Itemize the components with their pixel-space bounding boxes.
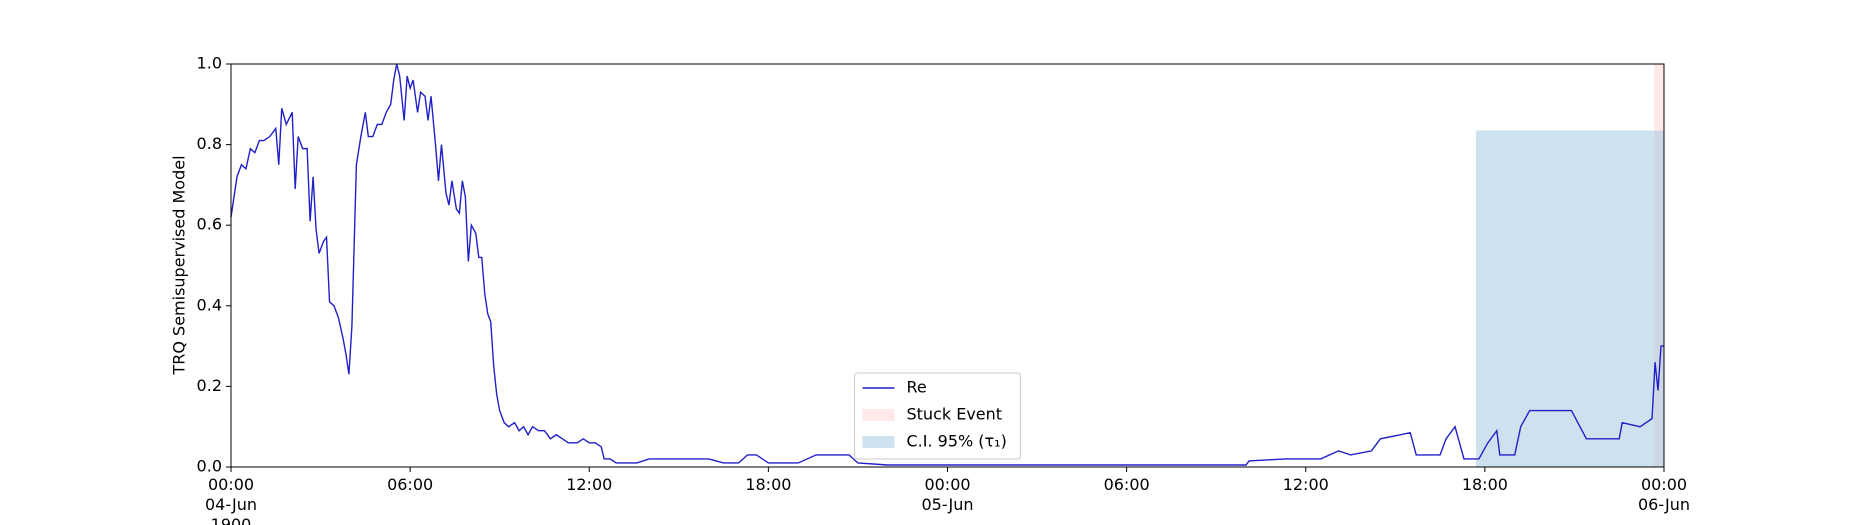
legend-swatch	[862, 436, 895, 448]
x-tick-label: 18:00	[1461, 475, 1508, 494]
y-tick-label: 1.0	[197, 54, 222, 73]
y-tick-label: 0.2	[197, 376, 222, 395]
x-tick-label: 00:00 05-Jun	[921, 475, 974, 514]
legend-swatch	[862, 409, 895, 421]
span	[1475, 130, 1664, 467]
y-tick-label: 0.6	[197, 215, 222, 234]
legend-label: C.I. 95% (τ₁)	[907, 432, 1007, 451]
y-tick-label: 0.4	[197, 295, 222, 314]
line	[230, 63, 1664, 466]
y-axis-label: TRQ Semisupervised Model	[170, 155, 189, 375]
y-tick-label: 0.8	[197, 134, 222, 153]
x-tick-label: 12:00	[566, 475, 613, 494]
legend-box	[854, 372, 1021, 460]
x-tick-label: 00:00 04-Jun 1900	[204, 475, 258, 525]
legend-label: Stuck Event	[907, 405, 1003, 424]
legend-label: Re	[907, 378, 927, 397]
x-tick-label: 00:00 06-Jun	[1637, 475, 1691, 514]
x-tick-label: 06:00	[1103, 475, 1150, 494]
y-tick-label: 0.0	[197, 457, 222, 476]
x-tick-label: 06:00	[387, 475, 434, 494]
x-tick-label: 18:00	[745, 475, 792, 494]
x-tick-label: 12:00	[1282, 475, 1329, 494]
